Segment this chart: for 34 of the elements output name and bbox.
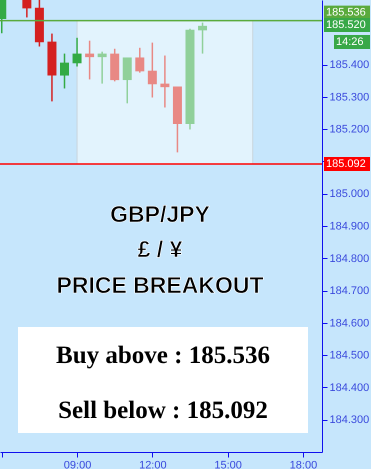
y-tick-label: 184.900 (330, 220, 370, 232)
candlestick (98, 50, 107, 84)
text: GBP/JPY (110, 201, 210, 227)
y-tick-label: 185.300 (330, 91, 370, 104)
candlestick (135, 47, 144, 74)
candlestick (198, 22, 208, 54)
y-tick-label: 185.200 (330, 124, 370, 136)
candlestick (160, 54, 170, 108)
candlestick (72, 37, 82, 68)
y-tick-label: 184.300 (330, 414, 370, 426)
candlestick (148, 42, 157, 98)
y-tick-label: 184.400 (330, 382, 370, 394)
text: 185.520 (326, 19, 366, 31)
ref-line-label: 185.536 (326, 6, 366, 19)
y-tick-label: 184.700 (330, 285, 370, 298)
x-tick-label: 09:00 (64, 460, 92, 469)
text: £ / ¥ (138, 236, 183, 262)
x-tick-label: 18:00 (290, 460, 318, 469)
text: 14:26 (336, 36, 364, 48)
annotation: Sell below : 185.092 (58, 397, 268, 424)
y-tick-label: 184.500 (330, 350, 370, 362)
y-tick-label: 184.800 (330, 252, 370, 265)
y-tick-label: 185.000 (330, 188, 370, 200)
candlestick (22, 0, 32, 18)
x-tick-label: 12:00 (139, 460, 167, 469)
annotation: Buy above : 185.536 (56, 342, 270, 369)
candlestick (85, 40, 94, 80)
y-tick-label: 185.400 (330, 59, 370, 72)
x-tick-label: 15:00 (214, 460, 242, 469)
ref-line-label: 185.092 (326, 158, 366, 170)
candlestick (60, 52, 69, 90)
annotation: PRICE BREAKOUT (56, 272, 264, 298)
candlestick (122, 56, 132, 104)
y-tick-label: 184.600 (330, 317, 370, 330)
